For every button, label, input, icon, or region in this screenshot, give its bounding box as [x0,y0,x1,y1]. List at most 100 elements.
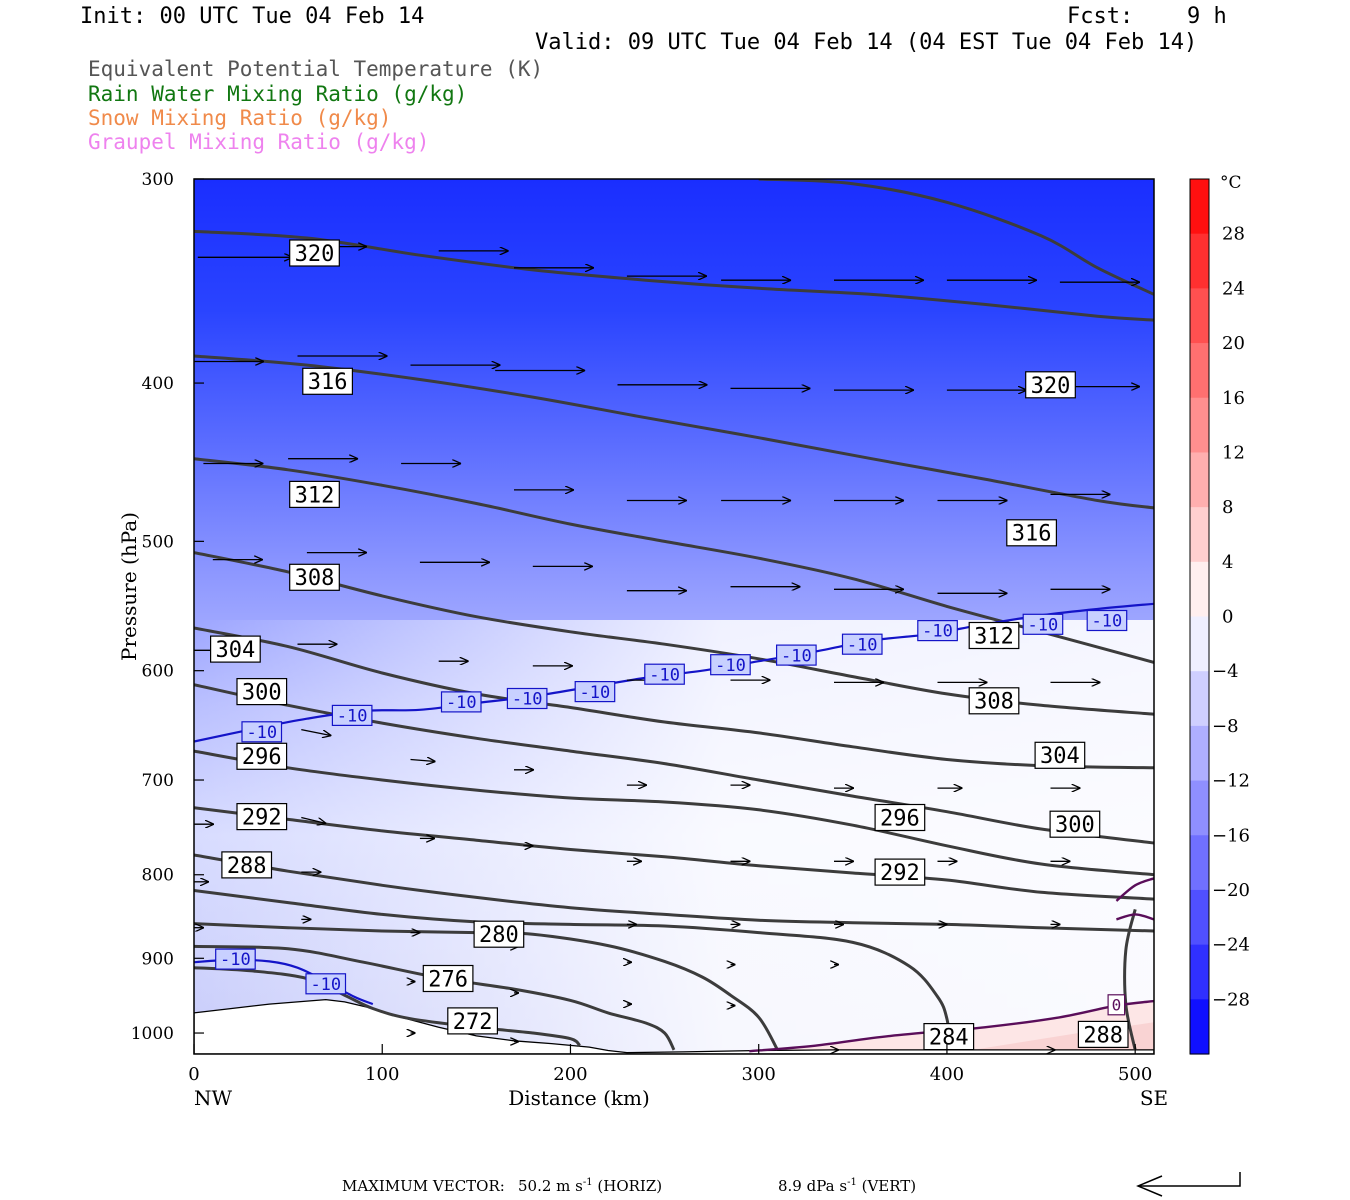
svg-text:272: 272 [453,1010,493,1035]
x-tick-label: 100 [365,1064,399,1085]
theta-e-label: 312 [289,480,340,508]
endpoint-se: SE [1140,1086,1168,1110]
legend-snow: Snow Mixing Ratio (g/kg) [88,106,392,130]
svg-text:-10: -10 [1092,612,1123,632]
svg-text:320: 320 [1031,374,1071,399]
theta-e-label: 292 [236,802,288,831]
isotherm-minus10-label: -10 [305,973,347,995]
theta-e-label: 292 [874,858,926,886]
svg-text:-10: -10 [246,723,277,743]
y-tick-label: 700 [142,771,174,791]
colorbar-unit: °C [1220,173,1242,193]
colorbar-label: −8 [1212,716,1239,737]
colorbar-bin [1190,452,1209,508]
colorbar-bin [1190,561,1209,618]
colorbar-bin [1190,835,1209,891]
isotherm-minus10-label: -10 [1022,613,1064,635]
svg-text:284: 284 [929,1026,969,1051]
y-tick-label: 1000 [131,1024,174,1044]
theta-e-label: 316 [1006,519,1057,547]
svg-text:316: 316 [308,370,348,395]
plot-frame [193,178,1155,1055]
isotherm-minus10-label: -10 [241,721,283,743]
theta-e-label: 272 [447,1007,498,1035]
theta-e-label: 308 [968,687,1020,715]
isotherm-zero-label: 0 [1107,994,1126,1016]
isotherm-minus10-label: -10 [917,619,958,642]
svg-text:292: 292 [880,861,920,886]
colorbar-bin [1190,889,1209,946]
wind-vector [301,816,326,824]
colorbar-label: −12 [1212,771,1250,792]
colorbar-label: −20 [1212,880,1250,901]
theta-e-label: 300 [1049,810,1101,838]
colorbar-bin [1190,671,1209,727]
colorbar-label: −4 [1212,661,1239,682]
isotherm-minus10-label: -10 [710,654,751,676]
legend-theta-e: Equivalent Potential Temperature (K) [88,57,544,81]
svg-text:288: 288 [1083,1023,1123,1048]
x-tick-label: 300 [742,1064,776,1085]
svg-text:-10: -10 [337,707,368,727]
svg-text:-10: -10 [446,693,477,713]
colorbar-bin [1190,507,1209,563]
svg-text:0: 0 [1112,996,1122,1015]
theta-e-label: 280 [473,920,525,948]
theta-e-contour-276 [194,944,676,1051]
colorbar-label: 28 [1222,224,1245,245]
svg-text:312: 312 [974,625,1014,650]
svg-text:292: 292 [242,806,282,831]
forecast-label: Fcst: [1067,4,1134,29]
colorbar-bin [1190,288,1209,344]
colorbar-label: 20 [1222,333,1245,354]
isotherm-minus10-label: -10 [331,704,373,727]
theta-e-label: 288 [1077,1020,1129,1048]
theta-e-label: 276 [422,964,474,992]
isotherm-minus10-label: -10 [215,948,256,970]
x-tick-label: 400 [930,1064,964,1085]
theta-e-label: 320 [1025,371,1076,399]
wind-vector [301,728,331,736]
y-tick-label: 500 [142,532,174,552]
colorbar-bin [1190,999,1209,1055]
isotherm-minus10-label: -10 [644,663,685,685]
svg-text:320: 320 [295,242,335,267]
x-axis-label: Distance (km) [508,1086,650,1110]
svg-text:312: 312 [295,483,335,508]
theta-e-contour-288 [1123,909,1137,1051]
legend-rain: Rain Water Mixing Ratio (g/kg) [88,82,468,106]
svg-text:288: 288 [227,854,267,879]
colorbar-label: 12 [1222,442,1245,463]
svg-text:-10: -10 [512,690,543,710]
theta-e-label: 304 [210,635,261,663]
colorbar-label: −28 [1212,989,1250,1010]
y-tick-label: 800 [142,866,174,886]
isotherm-minus10-label: -10 [841,633,883,655]
isotherm-zero-line [1115,877,1154,902]
theta-e-contour-272 [194,966,581,1047]
svg-text:304: 304 [216,638,256,663]
colorbar-bin [1190,397,1209,454]
y-tick-label: 400 [142,374,174,394]
svg-text:276: 276 [428,967,468,992]
svg-text:-10: -10 [220,950,251,970]
colorbar-label: 16 [1222,388,1245,409]
colorbar-label: 24 [1222,278,1245,299]
forecast-hour: 9 h [1187,4,1227,29]
svg-text:316: 316 [1012,522,1052,547]
svg-text:-10: -10 [715,656,746,676]
isotherm-minus10-label: -10 [574,680,616,703]
wind-vector [410,760,436,762]
colorbar-bin [1190,179,1209,235]
colorbar-label: 4 [1222,552,1233,573]
theta-e-label: 316 [302,367,353,395]
svg-text:300: 300 [1055,813,1095,838]
theta-e-label: 300 [236,677,288,706]
colorbar-label: −24 [1212,935,1250,956]
svg-text:304: 304 [1040,744,1080,769]
svg-text:-10: -10 [781,646,812,666]
theta-e-label: 320 [289,239,340,267]
endpoint-nw: NW [194,1086,233,1110]
max-vector-vertical: 8.9 dPa s-1 (VERT) [778,1177,917,1195]
